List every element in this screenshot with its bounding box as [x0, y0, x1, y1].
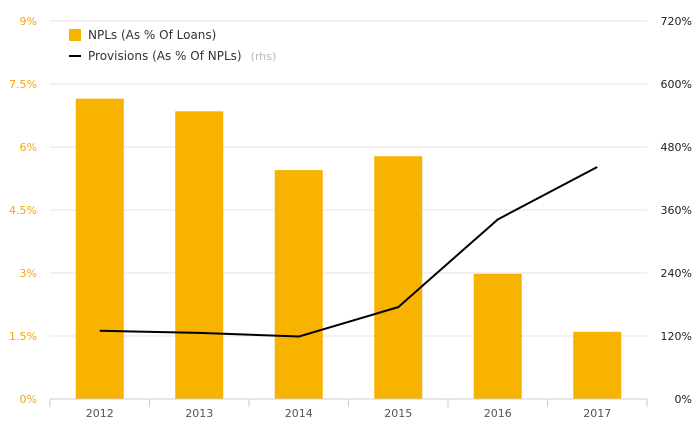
- x-tick-label: 2012: [86, 407, 114, 420]
- y-left-tick-label: 0%: [20, 393, 37, 406]
- x-tick-label: 2015: [384, 407, 412, 420]
- bar-series: [75, 98, 622, 400]
- legend-label-npls: NPLs (As % Of Loans): [88, 28, 216, 42]
- y-axis-left: 0% 1.5% 3% 4.5% 6% 7.5% 9%: [9, 15, 37, 406]
- bar: [573, 331, 622, 399]
- line-series: [99, 166, 598, 338]
- bar: [75, 98, 124, 399]
- y-left-tick-label: 3%: [20, 267, 37, 280]
- gridlines: [50, 20, 647, 337]
- y-left-tick-label: 1.5%: [9, 330, 37, 343]
- bar: [374, 156, 423, 399]
- x-tick-label: 2014: [285, 407, 313, 420]
- y-axis-right: 0% 120% 240% 360% 480% 600% 720%: [661, 15, 692, 406]
- y-left-tick-label: 4.5%: [9, 204, 37, 217]
- y-left-tick-label: 6%: [20, 141, 37, 154]
- y-left-tick-label: 9%: [20, 15, 37, 28]
- y-right-tick-label: 360%: [661, 204, 692, 217]
- y-right-tick-label: 0%: [675, 393, 692, 406]
- legend-swatch-npls: [69, 29, 81, 41]
- y-right-tick-label: 480%: [661, 141, 692, 154]
- legend-label-provisions: Provisions (As % Of NPLs): [88, 49, 242, 63]
- bar: [473, 273, 522, 399]
- y-right-tick-label: 600%: [661, 78, 692, 91]
- bar: [175, 111, 224, 400]
- bar: [274, 170, 323, 399]
- legend: NPLs (As % Of Loans) Provisions (As % Of…: [69, 28, 276, 64]
- line-path: [99, 166, 598, 338]
- y-right-tick-label: 720%: [661, 15, 692, 28]
- y-right-tick-label: 240%: [661, 267, 692, 280]
- y-left-tick-label: 7.5%: [9, 78, 37, 91]
- x-tick-label: 2017: [583, 407, 611, 420]
- legend-label-provisions-row: Provisions (As % Of NPLs) (rhs): [88, 45, 276, 64]
- legend-note-rhs: (rhs): [251, 50, 277, 63]
- x-axis: 2012 2013 2014 2015 2016 2017: [49, 398, 648, 420]
- y-right-tick-label: 120%: [661, 330, 692, 343]
- x-tick-label: 2016: [484, 407, 512, 420]
- x-tick-label: 2013: [185, 407, 213, 420]
